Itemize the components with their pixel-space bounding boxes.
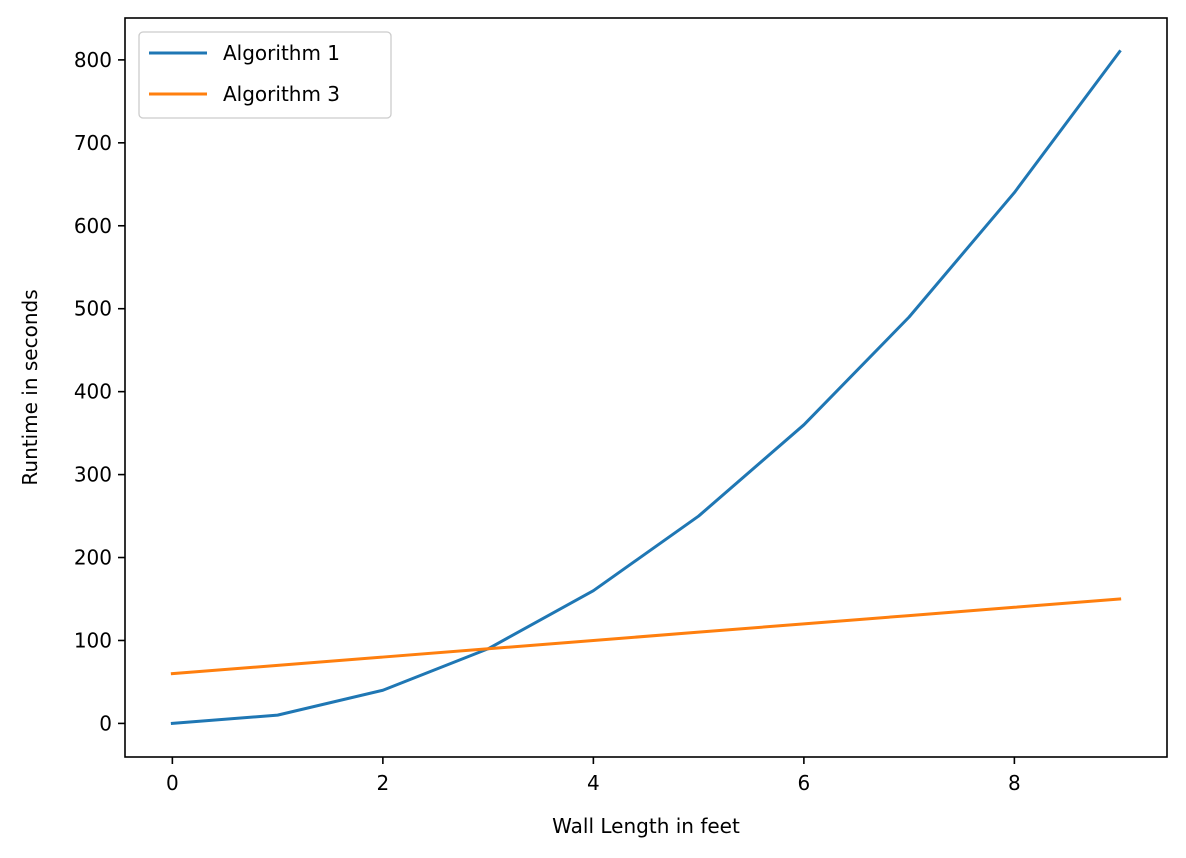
y-tick-label: 400 bbox=[74, 380, 112, 404]
x-tick-label: 4 bbox=[587, 771, 600, 795]
series-line-1 bbox=[170, 49, 1122, 726]
plot-area bbox=[125, 18, 1167, 757]
y-tick-label: 100 bbox=[74, 628, 112, 652]
x-tick-label: 8 bbox=[1008, 771, 1021, 795]
y-tick-label: 200 bbox=[74, 546, 112, 570]
y-tick-label: 300 bbox=[74, 463, 112, 487]
x-tick-label: 0 bbox=[166, 771, 179, 795]
y-tick-label: 500 bbox=[74, 297, 112, 321]
y-tick-label: 0 bbox=[99, 711, 112, 735]
plot-background bbox=[125, 18, 1167, 757]
legend-label-2: Algorithm 3 bbox=[223, 82, 340, 106]
legend-label-1: Algorithm 1 bbox=[223, 41, 340, 65]
x-tick-label: 2 bbox=[377, 771, 390, 795]
axes-frame bbox=[124, 17, 1168, 758]
x-tick-label: 6 bbox=[798, 771, 811, 795]
y-tick-label: 700 bbox=[74, 131, 112, 155]
legend: Algorithm 1 Algorithm 3 bbox=[138, 31, 392, 119]
series-line-2 bbox=[170, 597, 1122, 676]
axes-layer: 0 2 4 6 8 0 100 200 300 400 500 600 700 800 bbox=[74, 17, 1168, 795]
y-axis-label: Runtime in seconds bbox=[18, 289, 42, 485]
y-tick-label: 600 bbox=[74, 214, 112, 238]
series-layer bbox=[170, 49, 1122, 726]
y-tick-label: 800 bbox=[74, 48, 112, 72]
x-axis-label: Wall Length in feet bbox=[552, 814, 740, 838]
